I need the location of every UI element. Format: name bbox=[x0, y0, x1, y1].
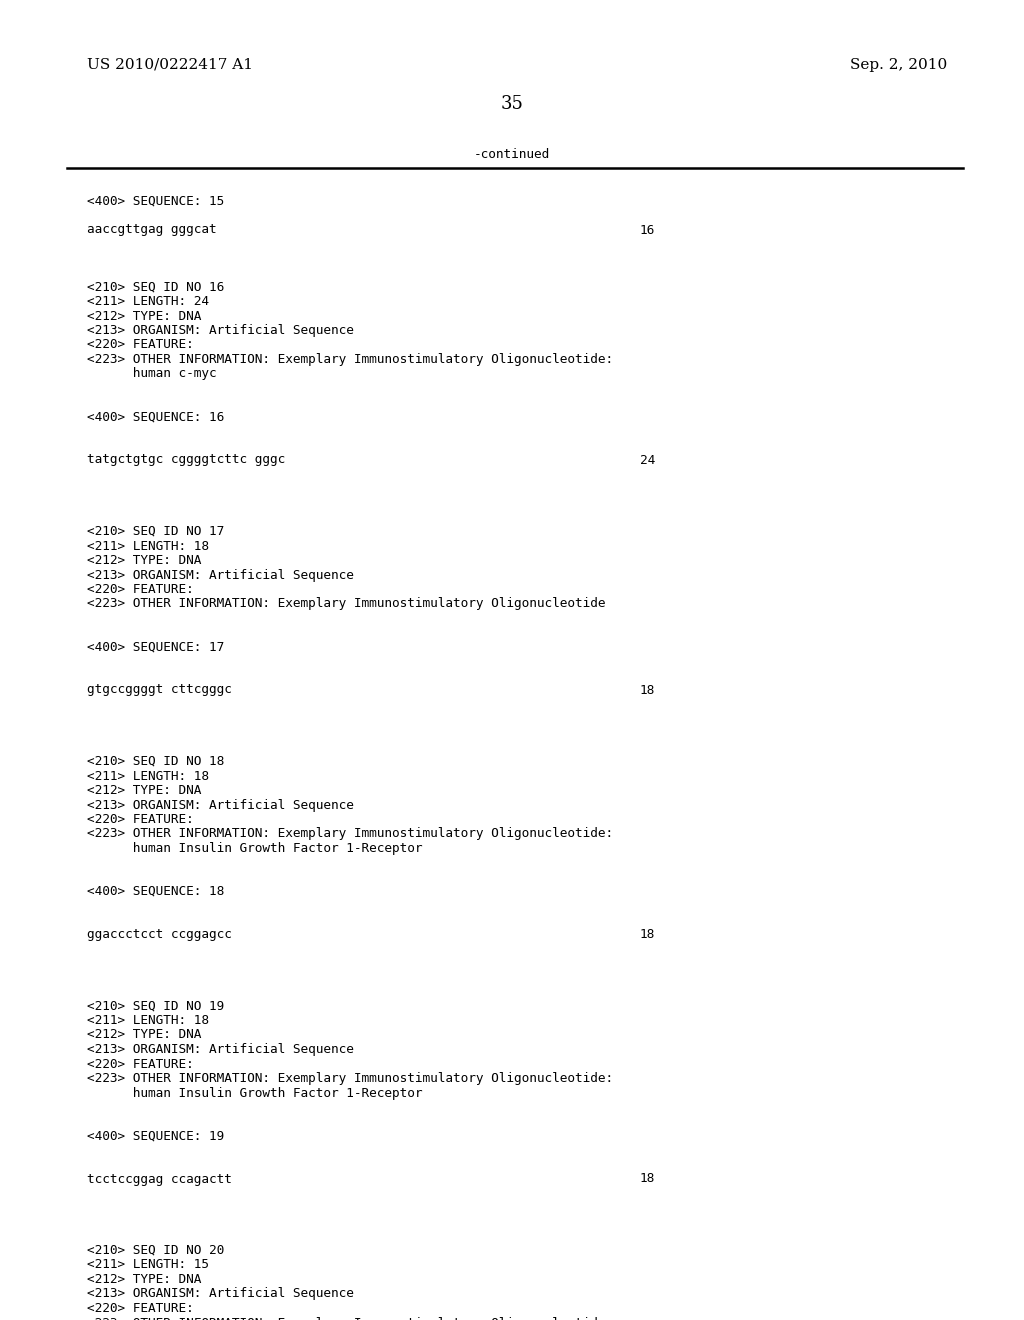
Text: ggaccctcct ccggagcc: ggaccctcct ccggagcc bbox=[87, 928, 231, 941]
Text: 35: 35 bbox=[501, 95, 523, 114]
Text: <223> OTHER INFORMATION: Exemplary Immunostimulatory Oligonucleotide: <223> OTHER INFORMATION: Exemplary Immun… bbox=[87, 598, 605, 610]
Text: gtgccggggt cttcgggc: gtgccggggt cttcgggc bbox=[87, 684, 231, 697]
Text: <212> TYPE: DNA: <212> TYPE: DNA bbox=[87, 554, 202, 568]
Text: <210> SEQ ID NO 20: <210> SEQ ID NO 20 bbox=[87, 1243, 224, 1257]
Text: <220> FEATURE:: <220> FEATURE: bbox=[87, 338, 194, 351]
Text: <223> OTHER INFORMATION: Exemplary Immunostimulatory Oligonucleotide:: <223> OTHER INFORMATION: Exemplary Immun… bbox=[87, 1072, 613, 1085]
Text: <211> LENGTH: 24: <211> LENGTH: 24 bbox=[87, 294, 209, 308]
Text: <211> LENGTH: 18: <211> LENGTH: 18 bbox=[87, 540, 209, 553]
Text: <213> ORGANISM: Artificial Sequence: <213> ORGANISM: Artificial Sequence bbox=[87, 1287, 354, 1300]
Text: <212> TYPE: DNA: <212> TYPE: DNA bbox=[87, 1028, 202, 1041]
Text: 18: 18 bbox=[640, 928, 655, 941]
Text: <212> TYPE: DNA: <212> TYPE: DNA bbox=[87, 309, 202, 322]
Text: <213> ORGANISM: Artificial Sequence: <213> ORGANISM: Artificial Sequence bbox=[87, 323, 354, 337]
Text: <220> FEATURE:: <220> FEATURE: bbox=[87, 583, 194, 597]
Text: <211> LENGTH: 18: <211> LENGTH: 18 bbox=[87, 770, 209, 783]
Text: <220> FEATURE:: <220> FEATURE: bbox=[87, 1302, 194, 1315]
Text: <400> SEQUENCE: 19: <400> SEQUENCE: 19 bbox=[87, 1130, 224, 1143]
Text: <223> OTHER INFORMATION: Exemplary Immunostimulatory Oligonucleotide:: <223> OTHER INFORMATION: Exemplary Immun… bbox=[87, 828, 613, 841]
Text: <400> SEQUENCE: 17: <400> SEQUENCE: 17 bbox=[87, 640, 224, 653]
Text: -continued: -continued bbox=[474, 148, 550, 161]
Text: 18: 18 bbox=[640, 1172, 655, 1185]
Text: <223> OTHER INFORMATION: Exemplary Immunostimulatory Oligonucleotide:: <223> OTHER INFORMATION: Exemplary Immun… bbox=[87, 1316, 613, 1320]
Text: <210> SEQ ID NO 16: <210> SEQ ID NO 16 bbox=[87, 281, 224, 293]
Text: <223> OTHER INFORMATION: Exemplary Immunostimulatory Oligonucleotide:: <223> OTHER INFORMATION: Exemplary Immun… bbox=[87, 352, 613, 366]
Text: tcctccggag ccagactt: tcctccggag ccagactt bbox=[87, 1172, 231, 1185]
Text: 16: 16 bbox=[640, 223, 655, 236]
Text: <220> FEATURE:: <220> FEATURE: bbox=[87, 813, 194, 826]
Text: <210> SEQ ID NO 19: <210> SEQ ID NO 19 bbox=[87, 999, 224, 1012]
Text: <220> FEATURE:: <220> FEATURE: bbox=[87, 1057, 194, 1071]
Text: Sep. 2, 2010: Sep. 2, 2010 bbox=[850, 58, 947, 73]
Text: 18: 18 bbox=[640, 684, 655, 697]
Text: <400> SEQUENCE: 18: <400> SEQUENCE: 18 bbox=[87, 884, 224, 898]
Text: <400> SEQUENCE: 16: <400> SEQUENCE: 16 bbox=[87, 411, 224, 424]
Text: <213> ORGANISM: Artificial Sequence: <213> ORGANISM: Artificial Sequence bbox=[87, 1043, 354, 1056]
Text: human Insulin Growth Factor 1-Receptor: human Insulin Growth Factor 1-Receptor bbox=[87, 1086, 423, 1100]
Text: human c-myc: human c-myc bbox=[87, 367, 217, 380]
Text: <210> SEQ ID NO 17: <210> SEQ ID NO 17 bbox=[87, 525, 224, 539]
Text: <400> SEQUENCE: 15: <400> SEQUENCE: 15 bbox=[87, 195, 224, 209]
Text: <212> TYPE: DNA: <212> TYPE: DNA bbox=[87, 784, 202, 797]
Text: US 2010/0222417 A1: US 2010/0222417 A1 bbox=[87, 58, 253, 73]
Text: <213> ORGANISM: Artificial Sequence: <213> ORGANISM: Artificial Sequence bbox=[87, 569, 354, 582]
Text: <211> LENGTH: 18: <211> LENGTH: 18 bbox=[87, 1014, 209, 1027]
Text: human Insulin Growth Factor 1-Receptor: human Insulin Growth Factor 1-Receptor bbox=[87, 842, 423, 855]
Text: <210> SEQ ID NO 18: <210> SEQ ID NO 18 bbox=[87, 755, 224, 768]
Text: 24: 24 bbox=[640, 454, 655, 466]
Text: aaccgttgag gggcat: aaccgttgag gggcat bbox=[87, 223, 217, 236]
Text: <213> ORGANISM: Artificial Sequence: <213> ORGANISM: Artificial Sequence bbox=[87, 799, 354, 812]
Text: <211> LENGTH: 15: <211> LENGTH: 15 bbox=[87, 1258, 209, 1271]
Text: <212> TYPE: DNA: <212> TYPE: DNA bbox=[87, 1272, 202, 1286]
Text: tatgctgtgc cggggtcttc gggc: tatgctgtgc cggggtcttc gggc bbox=[87, 454, 286, 466]
